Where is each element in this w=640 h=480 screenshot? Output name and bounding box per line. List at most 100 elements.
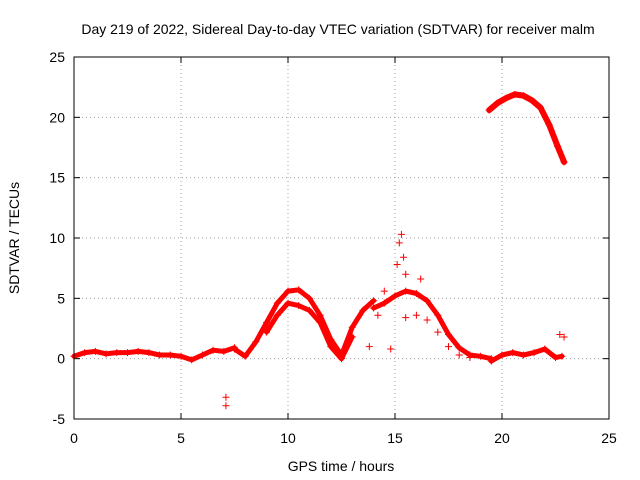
data-point-marker [519,351,527,359]
data-point-marker [466,353,474,361]
x-tick-label: 5 [177,430,185,446]
data-point-marker [134,347,142,355]
data-point-marker [509,349,517,357]
data-point-marker [305,294,313,302]
y-tick-label: 20 [49,109,65,125]
data-point-marker [241,352,249,360]
data-point-marker [502,94,510,102]
data-point-marker [556,331,564,339]
data-point-marker [113,349,121,357]
data-point-marker [295,286,303,294]
data-point-marker [156,351,164,359]
data-point-marker [177,352,185,360]
x-tick-label: 10 [280,430,296,446]
y-tick-label: -5 [53,411,66,427]
data-point-marker [284,299,292,307]
series-band [232,287,377,359]
data-point-marker [338,355,345,363]
data-point-marker [380,287,388,295]
series-afternoon-lower-branch [402,311,474,361]
data-point-marker [81,349,89,357]
x-tick-label: 25 [601,430,617,446]
data-point-marker [374,311,382,319]
data-point-marker [124,349,131,357]
data-point-marker [560,333,568,341]
series-isolated-group [556,331,568,341]
data-point-marker [511,90,519,98]
data-point-marker [252,338,260,346]
data-point-marker [263,328,271,336]
data-point-marker [222,393,230,401]
data-point-marker [494,99,502,107]
data-point-marker [558,352,566,360]
data-point-marker [560,158,568,166]
data-point-marker [231,345,238,353]
data-point-marker [519,92,527,100]
series-morning-lower-branch [263,299,356,363]
data-point-marker [402,287,410,295]
data-point-marker [434,328,442,336]
data-point-marker [545,121,553,129]
data-point-marker [537,104,545,112]
data-point-marker [391,292,399,300]
data-point-marker [387,345,395,353]
data-point-marker [423,297,431,305]
data-point-marker [348,323,356,331]
data-point-marker [198,351,206,359]
series-scattered-spikes [222,230,425,410]
x-tick-label: 0 [70,430,78,446]
data-point-marker [273,299,281,307]
data-point-marker [554,142,562,150]
data-point-marker [91,347,99,355]
data-point-marker [327,343,335,351]
data-point-marker [370,297,378,305]
data-point-marker [412,311,420,319]
data-point-marker [445,331,452,339]
data-point-marker [284,287,292,295]
series-afternoon-arc [370,287,495,363]
data-series [70,90,568,410]
data-point-marker [359,306,367,314]
data-point-marker [530,349,538,357]
data-point-marker [487,357,495,365]
data-point-marker [395,239,403,247]
data-point-marker [477,352,485,360]
data-point-marker [222,402,230,410]
series-band [486,91,568,165]
data-point-marker [397,230,405,238]
data-point-marker [393,261,401,269]
data-point-marker [380,299,388,307]
series-baseline-evening [487,345,566,365]
data-point-marker [417,275,425,283]
data-point-marker [528,96,536,104]
y-tick-label: 25 [49,49,65,65]
series-morning-rise-arc [231,286,378,360]
grid-lines [74,57,609,419]
y-tick-labels: -5 0 5 10 15 20 25 [49,49,65,427]
data-point-marker [541,345,549,353]
data-point-marker [102,350,110,358]
data-point-marker [455,344,463,352]
data-point-marker [295,302,303,310]
data-point-marker [402,314,410,322]
x-axis-label: GPS time / hours [288,458,395,474]
y-tick-label: 10 [49,230,65,246]
x-tick-label: 15 [387,430,403,446]
x-tick-label: 20 [494,430,510,446]
data-point-marker [412,290,420,298]
data-point-marker [423,316,431,324]
chart-title: Day 219 of 2022, Sidereal Day-to-day VTE… [81,21,594,37]
series-upper-arc [485,90,568,166]
data-point-marker [348,333,356,341]
data-point-marker [166,351,174,359]
y-axis-label: SDTVAR / TECUs [6,182,22,294]
y-tick-label: 0 [57,351,65,367]
data-point-marker [316,318,324,326]
data-point-marker [402,270,410,278]
x-tick-labels: 0 5 10 15 20 25 [70,430,617,446]
series-baseline-morning [70,344,238,364]
series-band [71,345,237,363]
data-point-marker [305,306,313,314]
y-tick-label: 15 [49,170,65,186]
